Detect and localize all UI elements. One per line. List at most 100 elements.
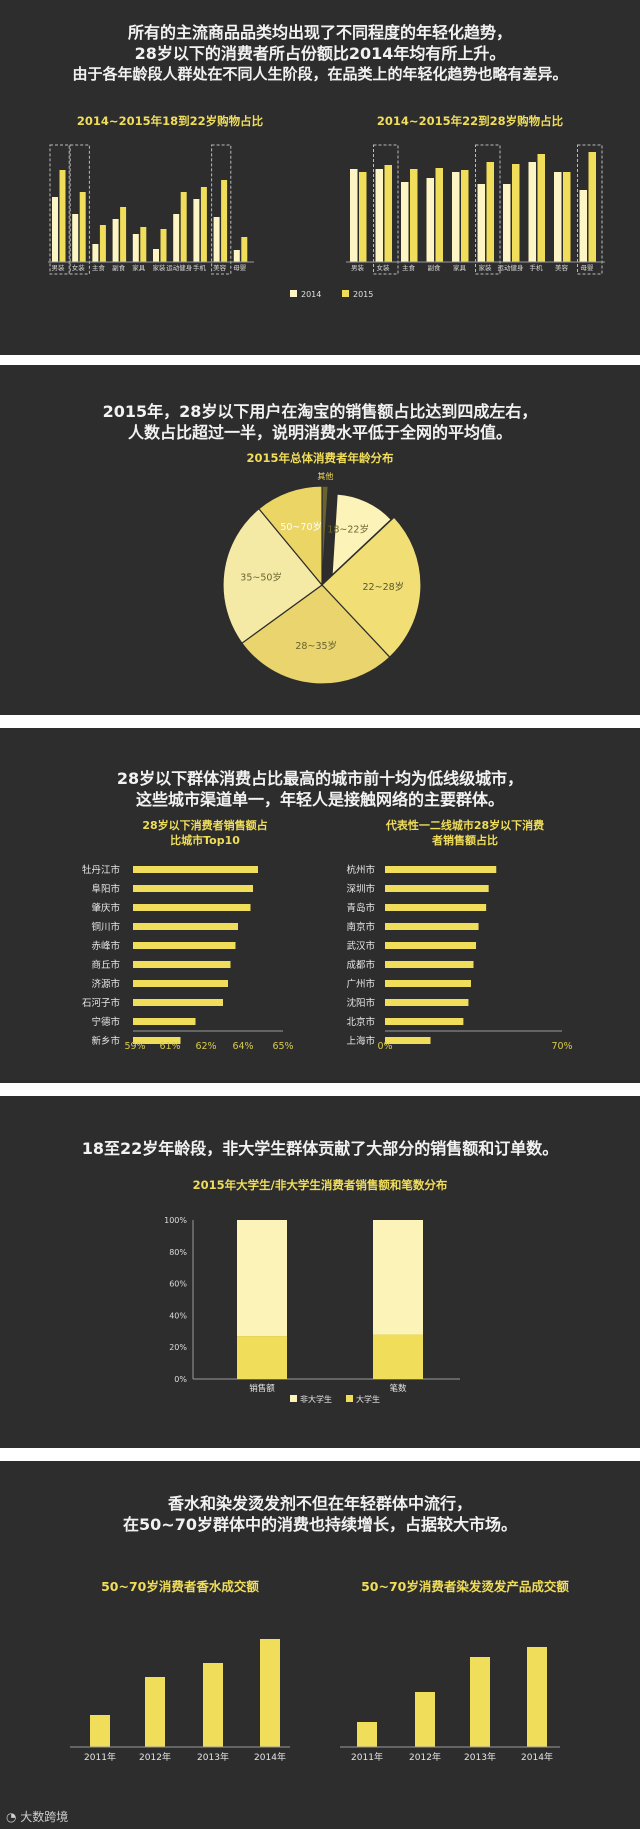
legend-swatch	[290, 1395, 297, 1402]
watermark-text: 大数跨境	[20, 1810, 69, 1824]
pie-slice	[321, 516, 422, 659]
bar-2015	[59, 170, 66, 262]
pie-label: 28~35岁	[295, 640, 337, 652]
panel5-heading: 香水和染发烫发剂不但在年轻群体中流行， 在50~70岁群体中的消费也持续增长，占…	[0, 1493, 640, 1535]
bar-2015	[384, 165, 392, 262]
x-tick-label: 男装	[351, 263, 365, 272]
x-tick-label: 2013年	[464, 1751, 496, 1763]
pie-label: 22~28岁	[363, 581, 405, 593]
bar-2015	[486, 162, 494, 262]
stacked-title: 2015年大学生/非大学生消费者销售额和笔数分布	[192, 1178, 448, 1192]
bar-2015	[79, 192, 86, 262]
x-tick-label: 主食	[92, 263, 106, 272]
y-tick-label: 0%	[174, 1375, 187, 1384]
chart2-title: 2014~2015年22到28岁购物占比	[376, 114, 564, 128]
city-label: 石河子市	[82, 997, 121, 1009]
x-tick-label: 副食	[428, 263, 442, 272]
bar-2014	[52, 197, 58, 262]
city-bar	[385, 961, 474, 968]
bar-2015	[359, 172, 367, 262]
city-bar	[385, 885, 489, 892]
stack-student	[373, 1334, 423, 1379]
stack-nonstudent	[237, 1220, 287, 1337]
bar-2015	[221, 180, 228, 262]
bar-2014	[401, 182, 409, 262]
pie-slice	[241, 584, 391, 685]
perfume-title: 50~70岁消费者香水成交额	[101, 1579, 259, 1594]
highlight-box	[211, 144, 232, 275]
city-label: 成都市	[346, 959, 375, 971]
city-label: 沈阳市	[346, 997, 375, 1009]
x-tick-label: 2012年	[139, 1751, 171, 1763]
x-tick-label: 59%	[124, 1041, 145, 1052]
watermark: ◔ 大数跨境	[6, 1808, 68, 1825]
city-label: 商丘市	[91, 959, 120, 971]
legend-swatch	[342, 290, 349, 297]
bar-2014	[554, 172, 562, 262]
x-tick-label: 运动健身	[166, 263, 193, 272]
legend-label: 非大学生	[300, 1394, 332, 1404]
panel5-charts: 2011年 2012年 2013年 2014年 2011年 2012年 2013年 2014年	[70, 1639, 560, 1763]
bar-2014	[173, 214, 180, 262]
city-bar	[385, 1037, 431, 1044]
bar-2014	[452, 172, 460, 262]
city-bar	[385, 999, 469, 1006]
x-tick-label: 62%	[195, 1041, 216, 1052]
city-bar	[133, 980, 228, 987]
heading-line: 28岁以下群体消费占比最高的城市前十均为低线级城市，	[116, 769, 524, 788]
x-tick-label: 家具	[132, 263, 146, 272]
bar-2014	[579, 190, 587, 262]
x-tick-label: 61%	[159, 1041, 180, 1052]
year-bar	[145, 1677, 165, 1747]
legend-swatch	[290, 290, 297, 297]
highlight-box	[373, 144, 399, 275]
year-bar	[415, 1692, 435, 1747]
y-tick-label: 100%	[164, 1216, 187, 1225]
pie-label: 18~22岁	[327, 523, 369, 535]
city-label: 济源市	[91, 978, 120, 990]
city-label: 赤峰市	[91, 940, 120, 952]
panel-city-ranking: 28岁以下群体消费占比最高的城市前十均为低线级城市， 这些城市渠道单一，年轻人是…	[0, 728, 640, 1083]
x-tick-label: 0%	[377, 1041, 392, 1052]
year-bar	[357, 1722, 377, 1747]
city-bar	[385, 1018, 464, 1025]
highlight-box	[49, 144, 70, 275]
city-bar	[385, 942, 477, 949]
city-label: 武汉市	[346, 940, 375, 952]
chart-tier1-title: 代表性一二线城市28岁以下消费者销售额占比	[385, 819, 545, 847]
x-tick-label: 女装	[72, 263, 86, 272]
city-bar	[133, 866, 258, 873]
panel-category-youth-trend: 所有的主流商品品类均出现了不同程度的年轻化趋势， 28岁以下的消费者所占份额比2…	[0, 0, 640, 355]
bar-2015	[563, 172, 571, 262]
legend-label: 大学生	[356, 1394, 380, 1404]
city-bar	[133, 961, 231, 968]
bar-2014	[528, 162, 536, 262]
city-label: 新乡市	[91, 1035, 120, 1047]
bar-2015	[160, 229, 167, 262]
bar-2015	[99, 225, 106, 262]
year-bar	[90, 1715, 110, 1747]
bar-2015	[241, 237, 248, 262]
x-tick-label: 家装	[479, 263, 493, 272]
panel2-heading: 2015年，28岁以下用户在淘宝的销售额占比达到四成左右， 人数占比超过一半，说…	[0, 401, 640, 443]
bar-2014	[426, 178, 434, 262]
x-tick-label: 美容	[213, 263, 227, 272]
hairdye-title: 50~70岁消费者染发烫发产品成交额	[361, 1579, 569, 1594]
highlight-box	[577, 144, 603, 275]
city-bar	[133, 1037, 181, 1044]
heading-line: 人数占比超过一半，说明消费水平低于全网的平均值。	[127, 423, 512, 442]
city-bar	[133, 942, 236, 949]
bar-2015	[140, 227, 147, 262]
chart1-title: 2014~2015年18到22岁购物占比	[76, 114, 264, 128]
x-tick-label: 家具	[453, 263, 467, 272]
pie-label: 50~70岁	[280, 521, 322, 533]
x-tick-label: 主食	[402, 263, 416, 272]
city-bar	[133, 1018, 196, 1025]
x-tick-label: 副食	[112, 263, 126, 272]
year-bar	[203, 1663, 223, 1747]
bar-2015	[410, 169, 418, 262]
panel-age-distribution: 2015年，28岁以下用户在淘宝的销售额占比达到四成左右， 人数占比超过一半，说…	[0, 365, 640, 715]
x-tick-label: 销售额	[249, 1383, 275, 1394]
